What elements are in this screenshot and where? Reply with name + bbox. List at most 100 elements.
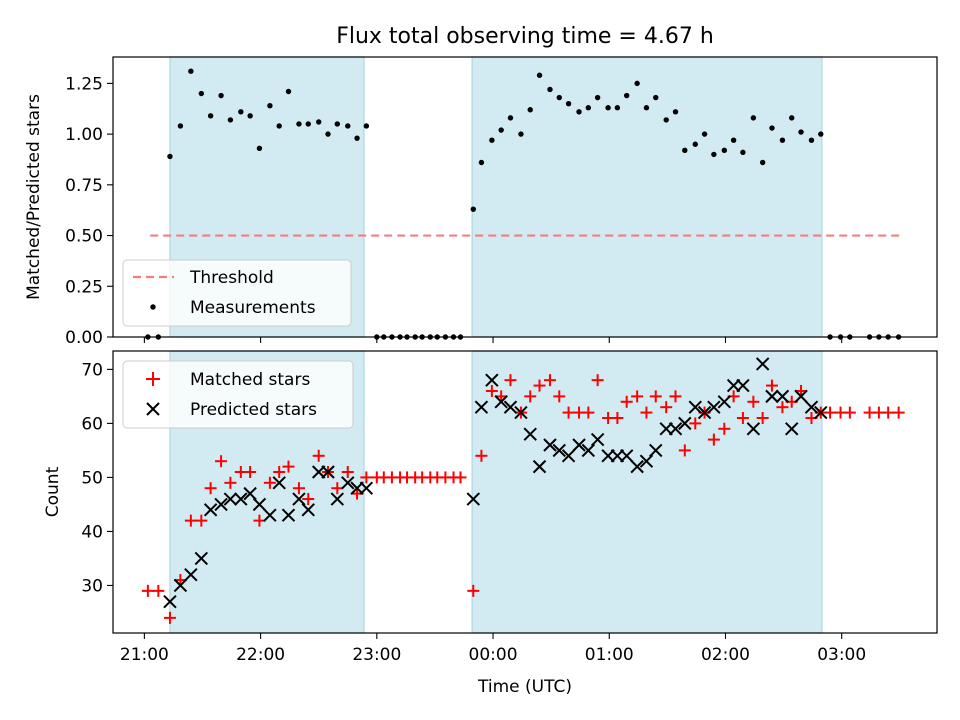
measurement-point	[489, 137, 495, 143]
matched-stars-point	[152, 584, 165, 597]
predicted-stars-point-b	[223, 492, 238, 506]
predicted-stars-point-b	[794, 389, 808, 404]
legend-predicted-label: Predicted stars	[190, 400, 317, 420]
predicted-stars-point-b	[234, 492, 248, 506]
predicted-stars-point-b	[746, 422, 761, 436]
matched-stars-point	[273, 466, 286, 479]
measurement-point	[818, 131, 824, 137]
measurement-point	[769, 125, 775, 131]
predicted-stars-point-b	[321, 465, 335, 479]
measurement-point	[682, 147, 688, 154]
matched-stars-point	[282, 460, 295, 473]
predicted-stars-point-b	[630, 459, 644, 474]
measurement-point	[325, 131, 331, 137]
predicted-stars-point-b	[184, 567, 198, 582]
predicted-stars-point	[785, 422, 799, 436]
x-tick-label: 02:00	[701, 645, 750, 665]
predicted-stars-point	[184, 567, 198, 582]
legend-matched-swatch	[146, 372, 160, 386]
measurement-point	[285, 88, 292, 95]
matched-stars-point	[591, 374, 604, 387]
matched-stars-point	[611, 411, 624, 424]
matched-stars-point	[707, 433, 720, 446]
y-tick-label: 1.25	[65, 74, 103, 94]
predicted-stars-point	[301, 503, 315, 517]
matched-stars-point	[141, 584, 154, 597]
predicted-stars-point-b	[765, 389, 779, 404]
y-tick-label: 40	[81, 522, 103, 542]
predicted-stars-point	[561, 449, 576, 463]
predicted-stars-point-b	[281, 508, 296, 522]
predicted-stars-point	[523, 427, 537, 441]
predicted-stars-point-b	[707, 400, 721, 414]
measurement-point	[759, 159, 766, 166]
predicted-stars-point-b	[252, 497, 267, 512]
predicted-stars-point-b	[775, 389, 790, 404]
y-tick-label: 0.00	[65, 328, 103, 348]
predicted-stars-point-b	[688, 400, 702, 414]
matched-stars-point	[882, 406, 895, 419]
ratio-axes-frame	[112, 56, 938, 338]
predicted-stars-point-b	[572, 438, 586, 452]
matched-stars-point	[454, 471, 467, 484]
matched-stars-point	[582, 406, 595, 419]
matched-stars-point	[184, 514, 197, 527]
matched-stars-point	[562, 406, 575, 419]
x-tick-label: 01:00	[585, 645, 634, 665]
predicted-stars-point-b	[697, 405, 712, 420]
measurement-point	[547, 86, 553, 93]
measurement-point	[634, 80, 640, 87]
ratio-observing-window-1	[471, 56, 823, 338]
measurement-point	[256, 145, 263, 152]
matched-stars-point	[553, 390, 566, 403]
measurement-point	[721, 147, 728, 154]
predicted-stars-point	[163, 594, 177, 609]
ratio-legend-box	[122, 259, 352, 327]
measurement-point	[470, 206, 476, 212]
measurement-point	[623, 92, 630, 99]
predicted-stars-point	[494, 395, 508, 409]
measurement-point	[565, 100, 572, 107]
predicted-stars-point	[814, 405, 828, 420]
predicted-stars-point	[668, 422, 683, 436]
measurement-point	[188, 68, 194, 74]
measurement-point	[507, 115, 514, 121]
predicted-stars-point	[581, 443, 596, 458]
predicted-stars-point	[223, 492, 238, 506]
predicted-stars-point-b	[173, 578, 188, 593]
measurement-point	[207, 113, 214, 119]
predicted-stars-point	[214, 497, 228, 512]
legend-matched-label: Matched stars	[190, 370, 310, 390]
count-legend: Matched stars Predicted stars	[122, 360, 354, 429]
measurement-point	[594, 94, 601, 101]
count-y-ticks: 30 40 50 60 70	[81, 360, 113, 596]
measurement-point	[334, 121, 341, 127]
count-panel: 30 40 50 60 70 21:00 22:00 23:00 00:00 01:00 02:0…	[43, 350, 938, 697]
measurement-point	[585, 105, 592, 111]
predicted-stars-point-b	[785, 422, 799, 436]
predicted-stars-point	[639, 454, 654, 468]
predicted-stars-point-b	[814, 405, 828, 420]
predicted-stars-point-b	[301, 503, 315, 517]
matched-stars-point	[640, 406, 653, 419]
measurement-point	[478, 159, 485, 166]
predicted-stars-point-b	[561, 449, 576, 463]
predicted-stars-point	[543, 438, 557, 452]
predicted-stars-point	[281, 508, 296, 522]
y-tick-label: 0.50	[65, 227, 103, 247]
legend-threshold-label: Threshold	[189, 268, 274, 288]
matched-stars-point	[224, 476, 237, 489]
measurement-point	[518, 131, 524, 137]
x-tick-label: 23:00	[352, 645, 401, 665]
predicted-stars-point	[649, 443, 663, 458]
measurement-point	[711, 151, 717, 158]
y-tick-label: 0.75	[65, 176, 103, 196]
measurement-point	[789, 115, 795, 121]
measurement-point	[643, 105, 650, 111]
predicted-stars-point-b	[494, 395, 508, 409]
predicted-stars-point	[678, 416, 692, 431]
x-axis-label: Time (UTC)	[477, 677, 572, 697]
y-tick-label: 60	[81, 414, 103, 434]
matched-stars-point	[543, 374, 556, 387]
matched-stars-point	[244, 466, 257, 479]
